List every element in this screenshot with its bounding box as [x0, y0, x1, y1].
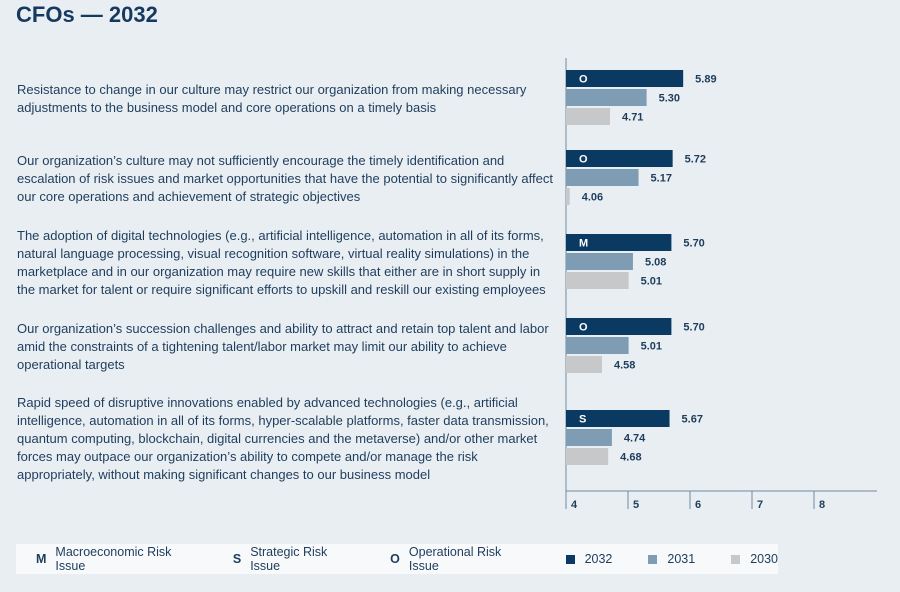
- legend-item-strategic: S Strategic Risk Issue: [233, 545, 356, 573]
- risk-item-text-1: Resistance to change in our culture may …: [17, 82, 527, 115]
- legend-swatch-2032: [565, 554, 575, 564]
- legend-label-2030: 2030: [750, 552, 778, 566]
- legend-swatch-2030: [731, 554, 741, 564]
- bar-2032: [566, 234, 672, 251]
- legend-label-2031: 2031: [667, 552, 696, 566]
- data-label: 5.89: [695, 74, 716, 86]
- risk-item-text-2: Our organization’s culture may not suffi…: [17, 153, 553, 204]
- data-label: 5.30: [659, 93, 680, 105]
- bar-2031: [566, 169, 639, 186]
- legend-label-operational: Operational Risk Issue: [408, 545, 502, 573]
- bar-2032: [566, 318, 672, 335]
- data-label: 4.58: [614, 360, 635, 372]
- legend-item-2030: 2030: [731, 552, 778, 566]
- x-tick-label: 5: [633, 499, 639, 511]
- data-label: 4.74: [624, 433, 646, 445]
- bar-2032: [566, 70, 684, 87]
- data-label: 5.70: [683, 238, 704, 250]
- risk-code-label: O: [579, 322, 588, 334]
- risk-code-label: O: [579, 74, 588, 86]
- risk-code-label: M: [579, 238, 588, 250]
- legend: M Macroeconomic Risk Issue S Strategic R…: [16, 544, 778, 574]
- bar-2030: [566, 272, 629, 289]
- legend-label-strategic: Strategic Risk Issue: [250, 545, 328, 573]
- legend-label-2032: 2032: [584, 552, 613, 566]
- bar-chart: 4 5 6 7 8 5.89 O 5.30 4.71 5.72 O 5.17 4.06 5.70 M 5.08…: [565, 58, 877, 511]
- page-title: CFOs — 2032: [16, 2, 158, 27]
- x-tick-label: 6: [695, 499, 701, 511]
- bar-2032: [566, 410, 670, 427]
- risk-item-text-3: The adoption of digital technologies (e.…: [17, 228, 546, 297]
- risk-code-label: S: [579, 414, 586, 426]
- data-label: 4.68: [620, 452, 641, 464]
- risk-code-label: O: [579, 154, 588, 166]
- bar-2031: [566, 429, 612, 446]
- data-label: 5.01: [641, 341, 662, 353]
- legend-item-macroeconomic: M Macroeconomic Risk Issue: [36, 545, 199, 573]
- legend-item-operational: O Operational Risk Issue: [390, 545, 529, 573]
- data-label: 5.08: [645, 257, 666, 269]
- data-label: 4.71: [622, 112, 643, 124]
- x-tick-label: 8: [819, 499, 825, 511]
- bar-2030: [566, 108, 611, 125]
- bar-2030: [566, 188, 570, 205]
- data-label: 4.06: [582, 192, 603, 204]
- legend-item-2031: 2031: [648, 552, 695, 566]
- bar-2030: [566, 448, 609, 465]
- legend-code-m: M: [36, 552, 47, 566]
- legend-swatch-2031: [648, 554, 658, 564]
- x-tick-label: 7: [757, 499, 763, 511]
- bar-2032: [566, 150, 673, 167]
- bar-2031: [566, 89, 647, 106]
- risk-item-text-4: Our organization’s succession challenges…: [17, 321, 549, 372]
- legend-code-o: O: [390, 552, 400, 566]
- risk-item-text-5: Rapid speed of disruptive innovations en…: [17, 395, 549, 482]
- bar-2031: [566, 253, 633, 270]
- legend-item-2032: 2032: [565, 552, 613, 566]
- legend-code-s: S: [232, 552, 242, 566]
- x-tick-label: 4: [571, 499, 578, 511]
- data-label: 5.72: [685, 154, 706, 166]
- bar-2030: [566, 356, 602, 373]
- bar-2031: [566, 337, 629, 354]
- data-label: 5.67: [682, 414, 703, 426]
- data-label: 5.17: [651, 173, 672, 185]
- data-label: 5.01: [641, 276, 662, 288]
- data-label: 5.70: [683, 322, 704, 334]
- legend-label-macroeconomic: Macroeconomic Risk Issue: [55, 545, 172, 573]
